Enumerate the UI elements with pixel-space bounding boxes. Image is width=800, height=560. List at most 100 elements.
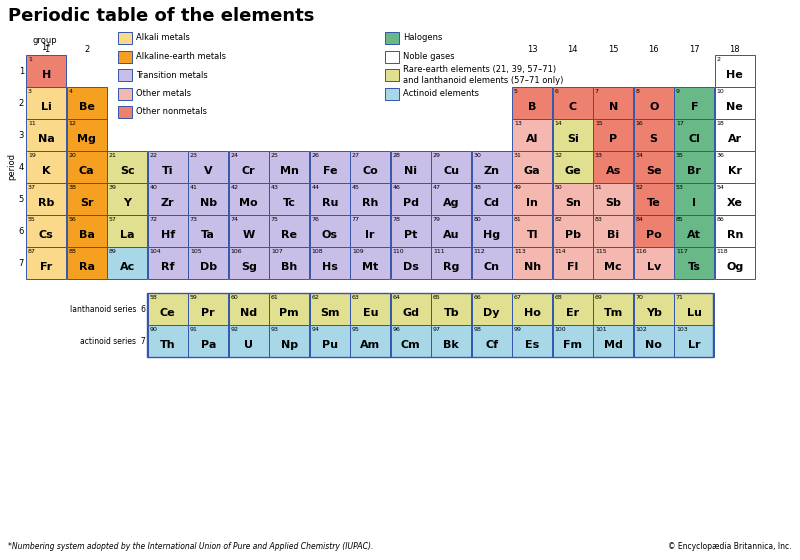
Text: Actinoid elements: Actinoid elements xyxy=(403,89,479,98)
Text: Y: Y xyxy=(123,198,131,208)
Bar xyxy=(391,151,430,183)
Text: 117: 117 xyxy=(676,249,688,254)
Text: Au: Au xyxy=(443,230,459,240)
Bar xyxy=(67,184,106,214)
Text: 52: 52 xyxy=(635,185,643,190)
Text: 115: 115 xyxy=(595,249,606,254)
Text: Fr: Fr xyxy=(40,262,52,272)
Text: Ne: Ne xyxy=(726,102,743,112)
Text: 100: 100 xyxy=(554,327,566,332)
Text: 73: 73 xyxy=(190,217,198,222)
Text: Nd: Nd xyxy=(240,308,258,318)
Text: 81: 81 xyxy=(514,217,522,222)
Text: 40: 40 xyxy=(150,185,158,190)
Bar xyxy=(67,248,106,279)
Text: 9: 9 xyxy=(676,89,680,94)
Bar xyxy=(674,119,714,151)
Text: 111: 111 xyxy=(433,249,445,254)
Text: 44: 44 xyxy=(311,185,319,190)
Text: 95: 95 xyxy=(352,327,360,332)
Text: 69: 69 xyxy=(595,295,602,300)
Text: Co: Co xyxy=(362,166,378,176)
Text: 83: 83 xyxy=(595,217,602,222)
Bar xyxy=(350,184,390,214)
Bar xyxy=(594,248,633,279)
Text: 4: 4 xyxy=(69,89,73,94)
Bar xyxy=(391,248,430,279)
Text: 49: 49 xyxy=(514,185,522,190)
Text: Ti: Ti xyxy=(162,166,174,176)
Bar xyxy=(148,293,188,325)
Text: 1: 1 xyxy=(44,45,49,54)
Text: No: No xyxy=(646,340,662,350)
Bar xyxy=(634,184,674,214)
Bar xyxy=(148,248,188,279)
Bar xyxy=(715,119,754,151)
Text: 19: 19 xyxy=(28,153,36,158)
Text: Cu: Cu xyxy=(443,166,459,176)
Bar xyxy=(147,293,714,357)
Text: period: period xyxy=(7,153,17,180)
Text: As: As xyxy=(606,166,621,176)
Text: 8: 8 xyxy=(635,89,639,94)
Text: 1: 1 xyxy=(28,57,32,62)
Bar xyxy=(553,184,593,214)
Text: Cm: Cm xyxy=(401,340,421,350)
Bar xyxy=(385,32,399,44)
Bar xyxy=(148,325,188,357)
Text: Pt: Pt xyxy=(404,230,418,240)
Text: Noble gases: Noble gases xyxy=(403,52,454,61)
Bar xyxy=(674,293,714,325)
Text: Nh: Nh xyxy=(524,262,541,272)
Text: 28: 28 xyxy=(392,153,400,158)
Text: Ar: Ar xyxy=(728,134,742,144)
Text: 11: 11 xyxy=(28,121,36,126)
Text: Si: Si xyxy=(567,134,578,144)
Text: Eu: Eu xyxy=(362,308,378,318)
Text: 15: 15 xyxy=(608,45,618,54)
Text: 66: 66 xyxy=(474,295,481,300)
Text: 5: 5 xyxy=(514,89,518,94)
Text: Al: Al xyxy=(526,134,538,144)
Text: Pu: Pu xyxy=(322,340,338,350)
Text: Ho: Ho xyxy=(524,308,541,318)
Text: Transition metals: Transition metals xyxy=(136,71,208,80)
Bar xyxy=(148,151,188,183)
Bar xyxy=(472,184,512,214)
Text: He: He xyxy=(726,70,743,80)
Text: 63: 63 xyxy=(352,295,360,300)
Text: 2: 2 xyxy=(717,57,720,62)
Bar xyxy=(634,325,674,357)
Bar xyxy=(148,184,188,214)
Bar xyxy=(594,216,633,246)
Text: 45: 45 xyxy=(352,185,360,190)
Text: 70: 70 xyxy=(635,295,643,300)
Bar xyxy=(512,87,552,119)
Bar xyxy=(270,216,309,246)
Text: 58: 58 xyxy=(150,295,157,300)
Text: Sn: Sn xyxy=(565,198,581,208)
Text: 109: 109 xyxy=(352,249,364,254)
Bar xyxy=(634,216,674,246)
Bar xyxy=(674,325,714,357)
Text: lanthanoid series  6: lanthanoid series 6 xyxy=(70,305,146,314)
Bar xyxy=(431,248,471,279)
Text: 4: 4 xyxy=(18,162,24,171)
Bar xyxy=(67,216,106,246)
Bar xyxy=(553,248,593,279)
Bar xyxy=(594,151,633,183)
Text: 107: 107 xyxy=(271,249,282,254)
Text: 21: 21 xyxy=(109,153,117,158)
Bar xyxy=(67,119,106,151)
Text: Am: Am xyxy=(360,340,380,350)
Bar xyxy=(310,248,350,279)
Text: 42: 42 xyxy=(230,185,238,190)
Text: 64: 64 xyxy=(392,295,400,300)
Text: 26: 26 xyxy=(311,153,319,158)
Text: Other nonmetals: Other nonmetals xyxy=(136,108,207,116)
Text: 17: 17 xyxy=(676,121,684,126)
Text: 89: 89 xyxy=(109,249,117,254)
Text: 43: 43 xyxy=(271,185,279,190)
Text: 46: 46 xyxy=(392,185,400,190)
Bar xyxy=(391,293,430,325)
